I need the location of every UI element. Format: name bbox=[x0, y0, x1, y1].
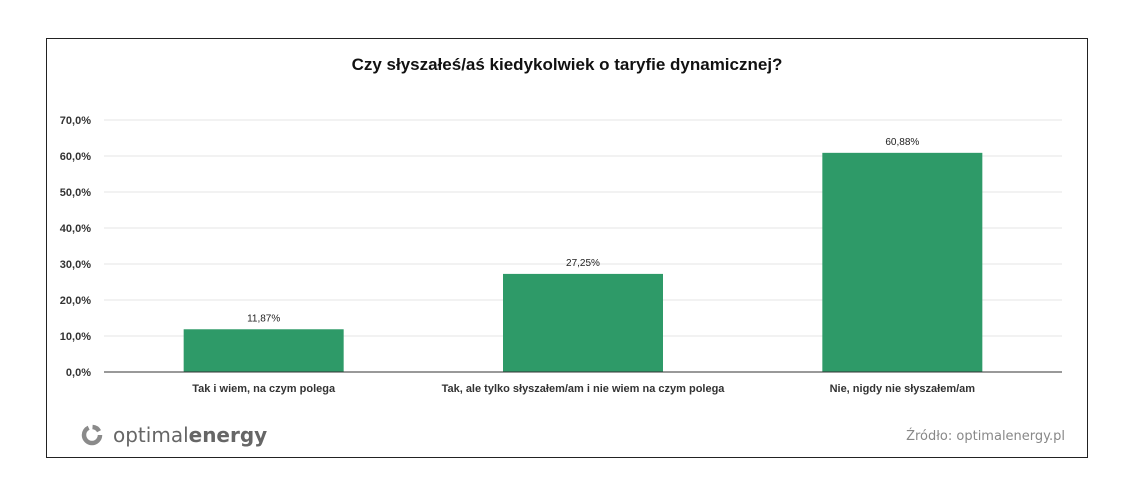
bar bbox=[822, 152, 983, 372]
y-axis-ticks: 0,0% 10,0% 20,0% 30,0% 40,0% 50,0% 60,0% 70,0% bbox=[60, 115, 91, 379]
bar bbox=[183, 329, 344, 372]
y-tick-label: 30,0% bbox=[60, 259, 91, 271]
x-category-label: Tak i wiem, na czym polega bbox=[192, 383, 336, 395]
y-tick-label: 70,0% bbox=[60, 115, 91, 127]
y-tick-label: 40,0% bbox=[60, 223, 91, 235]
bar-value-label: 27,25% bbox=[566, 258, 600, 269]
data-labels: 11,87% 27,25% 60,88% bbox=[247, 137, 919, 324]
logo-text: optimalenergy bbox=[113, 423, 267, 447]
logo-text-part2: energy bbox=[189, 423, 268, 447]
x-axis-categories: Tak i wiem, na czym polega Tak, ale tylko… bbox=[192, 383, 975, 395]
source-label: Źródło: optimalenergy.pl bbox=[906, 428, 1065, 444]
logo: optimalenergy bbox=[81, 423, 267, 447]
bar bbox=[503, 273, 663, 372]
optimalenergy-circle-icon bbox=[81, 424, 103, 446]
bars bbox=[183, 152, 983, 372]
y-tick-label: 60,0% bbox=[60, 151, 91, 163]
x-category-label: Nie, nigdy nie słyszałem/am bbox=[830, 383, 976, 395]
bar-value-label: 60,88% bbox=[885, 137, 919, 148]
y-tick-label: 0,0% bbox=[66, 367, 91, 379]
gridlines bbox=[104, 119, 1062, 337]
y-tick-label: 50,0% bbox=[60, 187, 91, 199]
x-category-label: Tak, ale tylko słyszałem/am i nie wiem n… bbox=[442, 383, 726, 395]
logo-text-part1: optimal bbox=[113, 423, 189, 447]
chart-title: Czy słyszałeś/aś kiedykolwiek o taryfie … bbox=[352, 55, 783, 74]
chart-frame: Czy słyszałeś/aś kiedykolwiek o taryfie … bbox=[46, 38, 1088, 458]
bar-chart: Czy słyszałeś/aś kiedykolwiek o taryfie … bbox=[60, 55, 1065, 447]
bar-value-label: 11,87% bbox=[247, 313, 280, 324]
y-tick-label: 10,0% bbox=[60, 331, 91, 343]
y-tick-label: 20,0% bbox=[60, 295, 91, 307]
